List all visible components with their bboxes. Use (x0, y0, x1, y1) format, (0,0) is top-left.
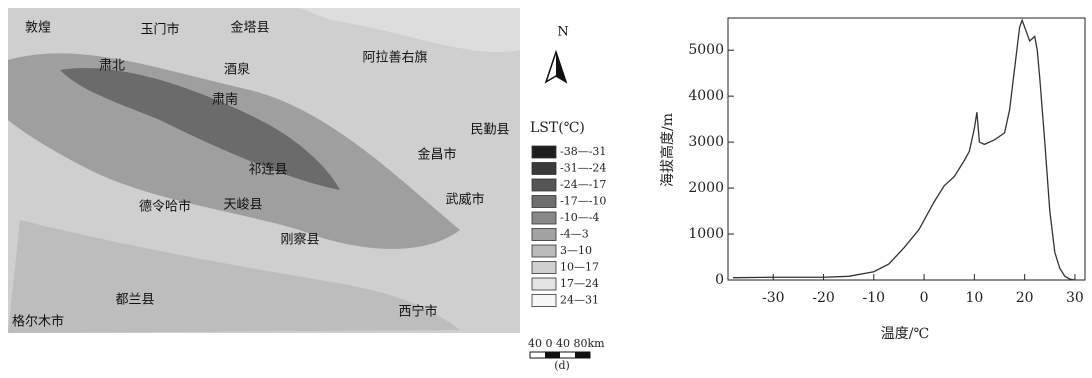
x-axis-label: 温度/℃ (881, 326, 929, 342)
legend-swatch (532, 295, 556, 307)
legend-swatch (532, 229, 556, 241)
legend-swatch (532, 212, 556, 224)
place-label: 武威市 (445, 192, 484, 208)
north-label: N (557, 25, 568, 40)
legend-swatch (532, 196, 556, 208)
place-label: 民勤县 (470, 123, 509, 138)
legend-label: -24—-17 (560, 178, 606, 191)
legend-label: 24—31 (560, 294, 599, 307)
place-label: 酒泉 (224, 62, 250, 78)
legend-swatch (532, 245, 556, 257)
x-tick-label: -30 (762, 290, 785, 306)
y-tick-label: 5000 (688, 42, 724, 58)
place-label: 金塔县 (230, 20, 269, 36)
plot-frame (728, 18, 1085, 280)
place-label: 都兰县 (115, 293, 154, 308)
place-label: 西宁市 (398, 304, 437, 320)
place-label: 格尔木市 (12, 314, 64, 330)
place-label: 金昌市 (417, 147, 456, 163)
caption: (d) (554, 359, 570, 372)
scale-bar-segment (545, 352, 560, 358)
place-label: 德令哈市 (139, 199, 191, 215)
map: N LST(℃) 40 0 40 80km (8, 8, 605, 358)
x-tick-label: 30 (1066, 290, 1084, 306)
x-tick-label: 20 (1016, 290, 1034, 306)
legend-title: LST(℃) (530, 120, 585, 136)
scale-bar (530, 352, 590, 358)
figure: N LST(℃) 40 0 40 80km (d) 温度/℃ 海拔高度/m 敦煌… (0, 0, 1092, 378)
place-label: 刚察县 (280, 233, 319, 248)
legend-label: 3—10 (560, 244, 592, 257)
place-label: 祁连县 (248, 162, 287, 178)
y-tick-label: 3000 (688, 134, 724, 150)
place-label: 肃北 (99, 59, 125, 74)
y-tick-label: 0 (715, 272, 724, 288)
legend-swatch (532, 262, 556, 274)
place-label: 天峻县 (223, 197, 262, 213)
place-label: 肃南 (212, 92, 238, 108)
legend-swatch (532, 146, 556, 158)
x-tick-label: 0 (920, 290, 929, 306)
y-tick-label: 4000 (688, 88, 724, 104)
legend-label: -31—-24 (560, 162, 606, 175)
y-tick-label: 1000 (688, 226, 724, 242)
line (733, 20, 1075, 280)
legend-label: -4—3 (560, 228, 589, 241)
legend-swatch (532, 179, 556, 191)
scale-bar-segment (575, 352, 590, 358)
y-axis-label: 海拔高度/m (659, 113, 676, 187)
legend-label: -38—-31 (560, 145, 606, 158)
place-label: 玉门市 (140, 22, 179, 38)
x-tick-label: -10 (863, 290, 886, 306)
page: N LST(℃) 40 0 40 80km (d) 温度/℃ 海拔高度/m 敦煌… (0, 0, 1092, 378)
place-label: 敦煌 (25, 20, 51, 36)
legend-swatch (532, 278, 556, 290)
legend-label: -17—-10 (560, 195, 606, 208)
place-label: 阿拉善右旗 (362, 50, 427, 66)
x-tick-label: -20 (812, 290, 835, 306)
legend-label: 17—24 (560, 277, 599, 290)
y-tick-label: 2000 (688, 180, 724, 196)
legend-label: 10—17 (560, 261, 599, 274)
legend-label: -10—-4 (560, 211, 599, 224)
x-tick-label: 10 (965, 290, 983, 306)
legend-swatch (532, 163, 556, 175)
scale-label: 40 0 40 80km (528, 337, 605, 350)
